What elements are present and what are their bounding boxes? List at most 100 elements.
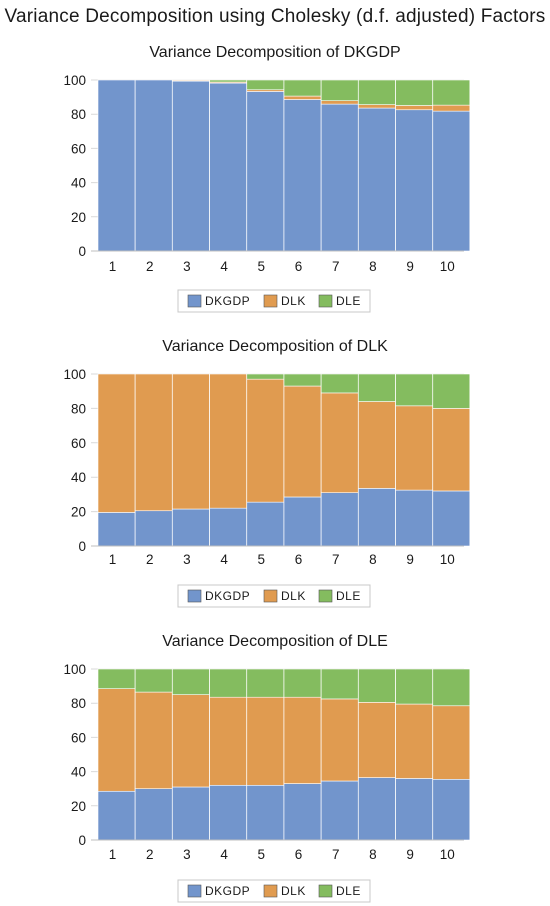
bar-segment-dle[interactable] <box>97 668 136 689</box>
bar-segment-dlk[interactable] <box>97 688 136 792</box>
bar-segment-dkgdp[interactable] <box>320 780 359 841</box>
bar-segment-dle[interactable] <box>209 668 247 698</box>
x-tick-label: 4 <box>220 847 228 862</box>
bar-segment-dlk[interactable] <box>320 698 359 782</box>
y-tick-label: 0 <box>78 833 86 848</box>
bar-segment-dkgdp[interactable] <box>97 79 136 252</box>
bar-segment-dlk[interactable] <box>358 702 396 778</box>
legend-swatch-dlk <box>263 884 278 898</box>
bar-segment-dle[interactable] <box>432 668 471 707</box>
legend-swatch-dkgdp <box>187 589 202 603</box>
bar-segment-dle[interactable] <box>432 79 471 106</box>
y-tick-label: 100 <box>63 367 86 382</box>
bar-segment-dkgdp[interactable] <box>246 91 285 252</box>
bar-segment-dkgdp[interactable] <box>172 508 210 547</box>
bar-segment-dlk[interactable] <box>172 373 210 510</box>
y-tick-label: 60 <box>71 730 86 745</box>
bar-segment-dkgdp[interactable] <box>395 109 433 252</box>
bar-segment-dkgdp[interactable] <box>395 489 433 547</box>
x-tick-label: 6 <box>295 847 303 862</box>
bar-segment-dlk[interactable] <box>97 373 136 513</box>
bar-segment-dkgdp[interactable] <box>209 784 247 841</box>
bar-segment-dle[interactable] <box>320 668 359 700</box>
x-tick-label: 1 <box>109 259 117 274</box>
bar-segment-dlk[interactable] <box>134 691 173 790</box>
bar-segment-dlk[interactable] <box>395 703 433 779</box>
bar-segment-dle[interactable] <box>246 373 285 380</box>
bar-segment-dlk[interactable] <box>134 373 173 512</box>
bar-segment-dlk[interactable] <box>246 696 285 786</box>
bar-segment-dkgdp[interactable] <box>283 783 322 841</box>
bar-segment-dlk[interactable] <box>209 696 247 786</box>
bar-segment-dle[interactable] <box>283 668 322 698</box>
bar-segment-dkgdp[interactable] <box>320 103 359 252</box>
bar-segment-dlk[interactable] <box>432 408 471 492</box>
bar-segment-dlk[interactable] <box>320 392 359 493</box>
bar-segment-dkgdp[interactable] <box>134 788 173 841</box>
bar-segment-dkgdp[interactable] <box>432 778 471 841</box>
bar-segment-dle[interactable] <box>432 373 471 409</box>
bar-segment-dlk[interactable] <box>246 378 285 503</box>
bar-segment-dkgdp[interactable] <box>97 512 136 547</box>
bar-segment-dlk[interactable] <box>395 105 433 111</box>
bar-segment-dlk[interactable] <box>283 385 322 498</box>
bar-segment-dle[interactable] <box>320 79 359 101</box>
bar-segment-dlk[interactable] <box>432 104 471 112</box>
bar-segment-dlk[interactable] <box>358 401 396 489</box>
bar-segment-dlk[interactable] <box>358 104 396 109</box>
x-tick-label: 4 <box>220 552 228 567</box>
bar-segment-dlk[interactable] <box>320 100 359 105</box>
bar-segment-dkgdp[interactable] <box>283 99 322 252</box>
bar-segment-dkgdp[interactable] <box>432 110 471 252</box>
bar-segment-dlk[interactable] <box>432 705 471 780</box>
bar-segment-dlk[interactable] <box>283 95 322 100</box>
bar-segment-dle[interactable] <box>209 79 247 83</box>
bar-segment-dle[interactable] <box>358 668 396 703</box>
bar-segment-dkgdp[interactable] <box>97 790 136 841</box>
bar-segment-dle[interactable] <box>395 373 433 407</box>
bar-segment-dle[interactable] <box>358 373 396 402</box>
bar-segment-dkgdp[interactable] <box>246 501 285 547</box>
bar-segment-dlk[interactable] <box>283 696 322 784</box>
chart-title: Variance Decomposition of DKGDP <box>149 44 400 61</box>
legend-swatch-dle <box>318 294 333 308</box>
bar-segment-dkgdp[interactable] <box>172 80 210 252</box>
bar-segment-dlk[interactable] <box>172 694 210 788</box>
bar-segment-dle[interactable] <box>358 79 396 105</box>
y-tick-label: 80 <box>71 107 86 122</box>
bar-segment-dkgdp[interactable] <box>134 79 173 252</box>
bar-segment-dlk[interactable] <box>395 405 433 491</box>
bar-segment-dkgdp[interactable] <box>134 510 173 547</box>
x-tick-label: 8 <box>369 259 377 274</box>
bar-segment-dle[interactable] <box>320 373 359 394</box>
y-tick-label: 100 <box>63 662 86 677</box>
bar-segment-dkgdp[interactable] <box>432 490 471 547</box>
bar-segment-dle[interactable] <box>246 668 285 698</box>
bar-segment-dkgdp[interactable] <box>320 492 359 547</box>
bar-segment-dkgdp[interactable] <box>172 786 210 841</box>
bar-segment-dle[interactable] <box>134 668 173 693</box>
bar-segment-dkgdp[interactable] <box>358 488 396 547</box>
bar-segment-dkgdp[interactable] <box>395 778 433 841</box>
chart-title: Variance Decomposition of DLK <box>162 338 388 355</box>
bar-segment-dkgdp[interactable] <box>283 496 322 547</box>
chart-panel-3: Variance Decomposition of DLE 0 20 40 60 80 10… <box>63 633 471 903</box>
bar-segment-dkgdp[interactable] <box>209 507 247 547</box>
bar-segment-dle[interactable] <box>395 79 433 106</box>
bar-segment-dle[interactable] <box>246 79 285 91</box>
bar-segment-dlk[interactable] <box>209 373 247 509</box>
bar-segment-dkgdp[interactable] <box>358 107 396 252</box>
legend-swatch-dlk <box>263 294 278 308</box>
legend: DKGDP DLK DLE <box>177 584 371 608</box>
x-tick-label: 2 <box>146 552 154 567</box>
bar-segment-dle[interactable] <box>283 79 322 97</box>
bar-segment-dle[interactable] <box>172 668 210 695</box>
bar-segment-dkgdp[interactable] <box>209 82 247 252</box>
x-tick-label: 3 <box>183 259 191 274</box>
bar-segment-dkgdp[interactable] <box>246 784 285 841</box>
bar-segment-dkgdp[interactable] <box>358 777 396 841</box>
bar-segment-dle[interactable] <box>283 373 322 387</box>
main-title: Variance Decomposition using Cholesky (d… <box>4 6 546 27</box>
bar-segment-dle[interactable] <box>395 668 433 705</box>
